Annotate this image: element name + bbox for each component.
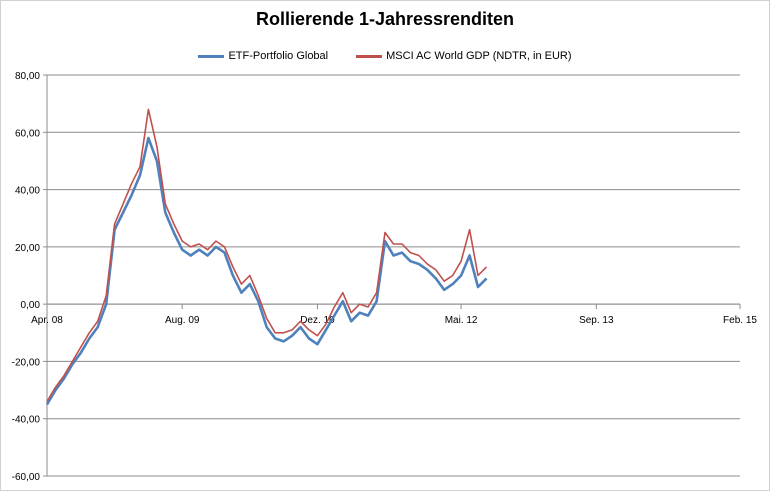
legend-label-etf: ETF-Portfolio Global	[228, 50, 329, 62]
series-line-msci	[46, 108, 488, 402]
chart-title: Rollierende 1-Jahressrenditen	[255, 9, 515, 29]
y-tick-label: 0,00	[21, 300, 41, 311]
legend-swatch-etf	[198, 54, 225, 58]
x-tick-label: Sep. 13	[579, 315, 614, 326]
series-lines	[45, 108, 488, 406]
y-tick-label: 40,00	[15, 186, 40, 197]
y-tick-label: 20,00	[15, 243, 40, 254]
y-tick-label: -20,00	[12, 357, 41, 368]
y-tick-label: -40,00	[12, 415, 41, 426]
legend-swatch-msci	[356, 54, 383, 58]
x-tick-label: Aug. 09	[165, 315, 200, 326]
legend: ETF-Portfolio Global MSCI AC World GDP (…	[0, 48, 770, 64]
x-tick-label: Feb. 15	[723, 315, 757, 326]
y-tick-label: 80,00	[15, 71, 40, 82]
series-line-etf	[45, 136, 488, 406]
legend-item-msci: MSCI AC World GDP (NDTR, in EUR)	[356, 50, 572, 62]
gridlines	[47, 74, 740, 477]
x-tick-label: Dez. 10	[300, 315, 335, 326]
legend-item-etf: ETF-Portfolio Global	[198, 50, 328, 62]
y-tick-label: -60,00	[12, 472, 41, 483]
legend-label-msci: MSCI AC World GDP (NDTR, in EUR)	[386, 50, 572, 62]
x-tick-label: Mai. 12	[445, 315, 478, 326]
x-tick-label: Apr. 08	[31, 315, 63, 326]
y-tick-label: 60,00	[15, 128, 40, 139]
y-axis: 80,00 60,00 40,00 20,00 0,00 -20,00 -40,00 -60,…	[12, 71, 48, 483]
x-axis: Apr. 08 Aug. 09 Dez. 10 Mai. 12 Sep. 13 Feb. …	[31, 303, 757, 326]
